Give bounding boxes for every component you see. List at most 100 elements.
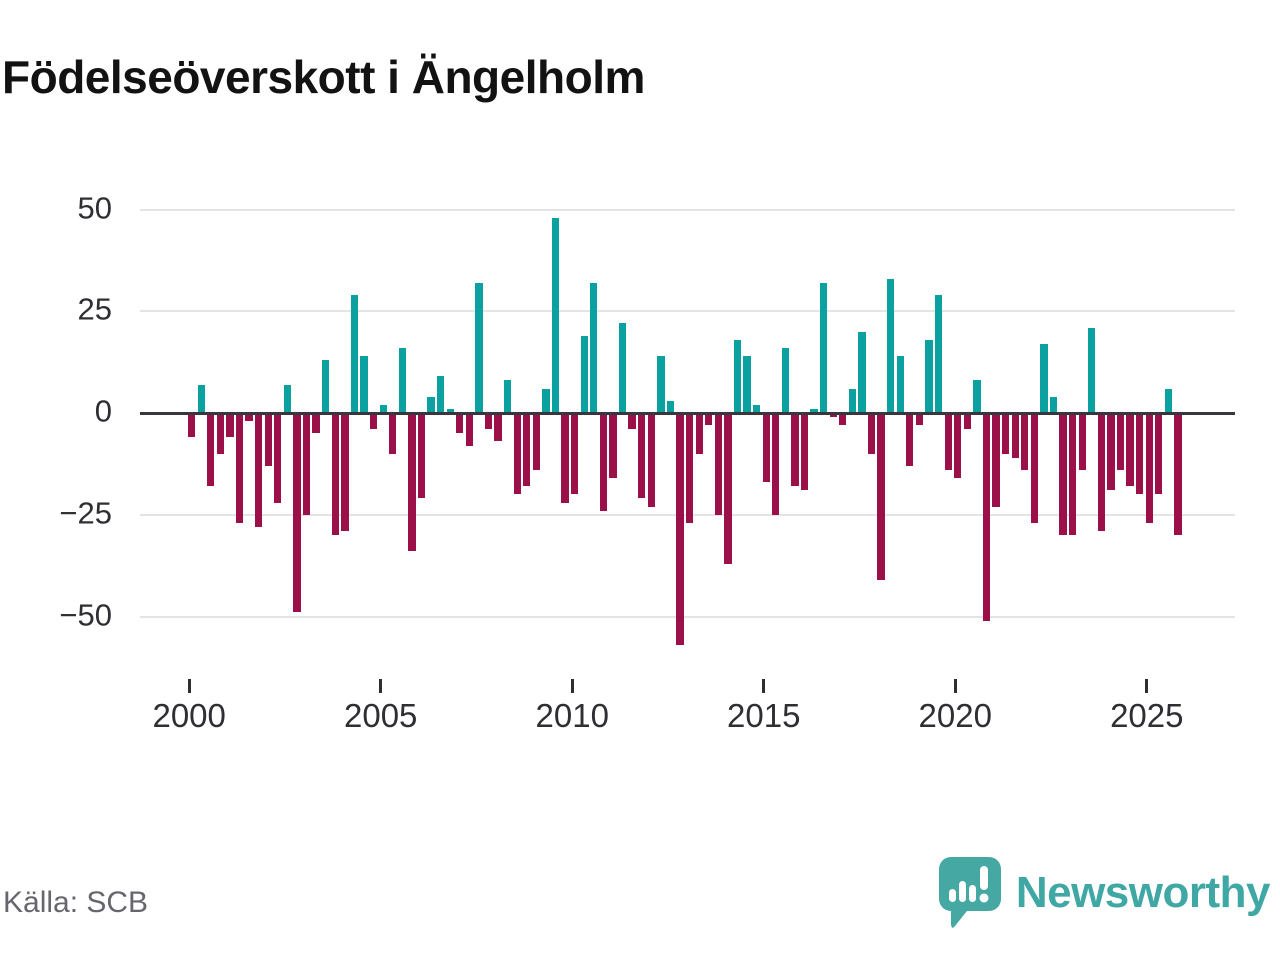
y-axis-label-50: 50 (77, 190, 112, 226)
bar-2023Q1 (1068, 413, 1077, 536)
bar-2019Q3 (934, 294, 943, 413)
bar-2004Q2 (350, 294, 359, 413)
bar-2006Q4 (446, 408, 454, 413)
bar-2002Q1 (264, 413, 272, 466)
bar-2015Q4 (791, 413, 799, 487)
bar-2005Q3 (398, 347, 406, 413)
bar-2009Q2 (542, 388, 550, 413)
bar-2009Q3 (551, 217, 560, 413)
bar-2010Q1 (571, 413, 579, 495)
x-tick-2010 (570, 679, 574, 693)
bar-2011Q3 (628, 413, 636, 430)
x-axis-label-2020: 2020 (918, 697, 992, 734)
bar-2009Q4 (561, 413, 569, 503)
logo-exclamation-dot (979, 893, 989, 903)
bar-2022Q3 (1049, 396, 1058, 413)
brand-lockup: Newsworthy (938, 856, 1271, 930)
logo-bar-1 (948, 889, 956, 902)
bar-2014Q3 (743, 356, 751, 413)
x-axis-label-2010: 2010 (535, 697, 609, 734)
bar-2016Q2 (810, 408, 818, 413)
bar-2007Q4 (484, 413, 493, 430)
bar-2008Q2 (504, 380, 512, 413)
bar-2000Q1 (188, 413, 196, 438)
bar-2024Q2 (1116, 413, 1125, 470)
y-axis-label-0: 0 (94, 393, 112, 429)
bar-2016Q1 (800, 413, 809, 491)
bar-2007Q3 (475, 282, 483, 413)
bar-2017Q1 (839, 413, 847, 426)
x-tick-2020 (953, 679, 957, 693)
bar-2002Q2 (274, 413, 282, 503)
bar-2003Q4 (331, 413, 339, 536)
bar-2010Q3 (590, 282, 598, 413)
gridline-50 (140, 208, 1235, 211)
bar-2004Q1 (341, 413, 349, 532)
bar-2025Q2 (1155, 413, 1163, 495)
bar-2008Q1 (494, 413, 502, 442)
gridline-25 (140, 310, 1235, 313)
bar-2001Q4 (255, 413, 263, 527)
bar-2003Q1 (302, 413, 311, 515)
bar-2000Q3 (207, 413, 215, 487)
bar-2012Q4 (676, 413, 684, 645)
bar-2001Q1 (226, 413, 234, 438)
bar-2006Q2 (427, 396, 435, 413)
x-axis-label-2025: 2025 (1110, 697, 1184, 734)
bar-2024Q3 (1126, 413, 1134, 487)
y-axis-label--25: −25 (59, 495, 112, 531)
bar-2002Q4 (293, 413, 301, 613)
bar-2003Q3 (322, 360, 330, 413)
bar-2021Q4 (1021, 413, 1029, 470)
x-tick-2015 (762, 679, 766, 693)
bar-2011Q2 (618, 323, 627, 413)
bar-2008Q4 (523, 413, 531, 487)
bar-2021Q1 (992, 413, 1000, 507)
brand-wordmark: Newsworthy (1015, 868, 1271, 917)
chart-title: Födelseöverskott i Ängelholm (2, 51, 645, 103)
bar-2009Q1 (532, 413, 541, 470)
bar-2020Q1 (954, 413, 962, 479)
logo-bar-3 (968, 885, 976, 902)
bar-2014Q1 (724, 413, 732, 564)
bar-2022Q4 (1059, 413, 1067, 536)
bar-2003Q2 (312, 413, 320, 434)
x-axis-label-2000: 2000 (152, 697, 226, 734)
bar-2022Q1 (1030, 413, 1038, 523)
bar-2017Q4 (867, 413, 876, 454)
bar-2005Q1 (379, 404, 387, 413)
bar-2013Q4 (714, 413, 722, 515)
bar-2015Q3 (781, 347, 789, 413)
bar-2008Q3 (513, 413, 521, 495)
x-tick-2000 (187, 679, 191, 693)
bar-2013Q2 (695, 413, 703, 454)
bar-2005Q2 (389, 413, 397, 454)
bar-2007Q1 (456, 413, 464, 434)
bar-2025Q4 (1174, 413, 1182, 536)
bar-2014Q2 (733, 339, 742, 413)
bar-2021Q3 (1011, 413, 1019, 458)
bar-2005Q4 (408, 413, 416, 552)
bar-2002Q3 (283, 384, 292, 413)
gridline--50 (140, 615, 1235, 618)
bar-2007Q2 (465, 413, 473, 446)
bar-2021Q2 (1001, 413, 1010, 454)
bar-2010Q2 (580, 335, 588, 413)
bar-2018Q2 (887, 278, 895, 413)
bar-2014Q4 (752, 404, 761, 413)
bar-2023Q2 (1078, 413, 1086, 470)
bar-2006Q1 (417, 413, 426, 499)
bar-2011Q1 (609, 413, 617, 479)
bar-2020Q4 (982, 413, 991, 621)
bar-2019Q1 (915, 413, 924, 426)
bar-2017Q2 (848, 388, 857, 413)
bar-2004Q3 (360, 356, 368, 413)
y-axis-label-25: 25 (77, 291, 112, 327)
bar-2018Q1 (877, 413, 885, 580)
bar-2019Q4 (944, 413, 952, 470)
bar-2011Q4 (638, 413, 646, 499)
zero-axis-line (140, 412, 1235, 415)
bar-2025Q1 (1145, 413, 1153, 523)
bar-2015Q1 (762, 413, 770, 483)
bar-2024Q1 (1107, 413, 1115, 491)
